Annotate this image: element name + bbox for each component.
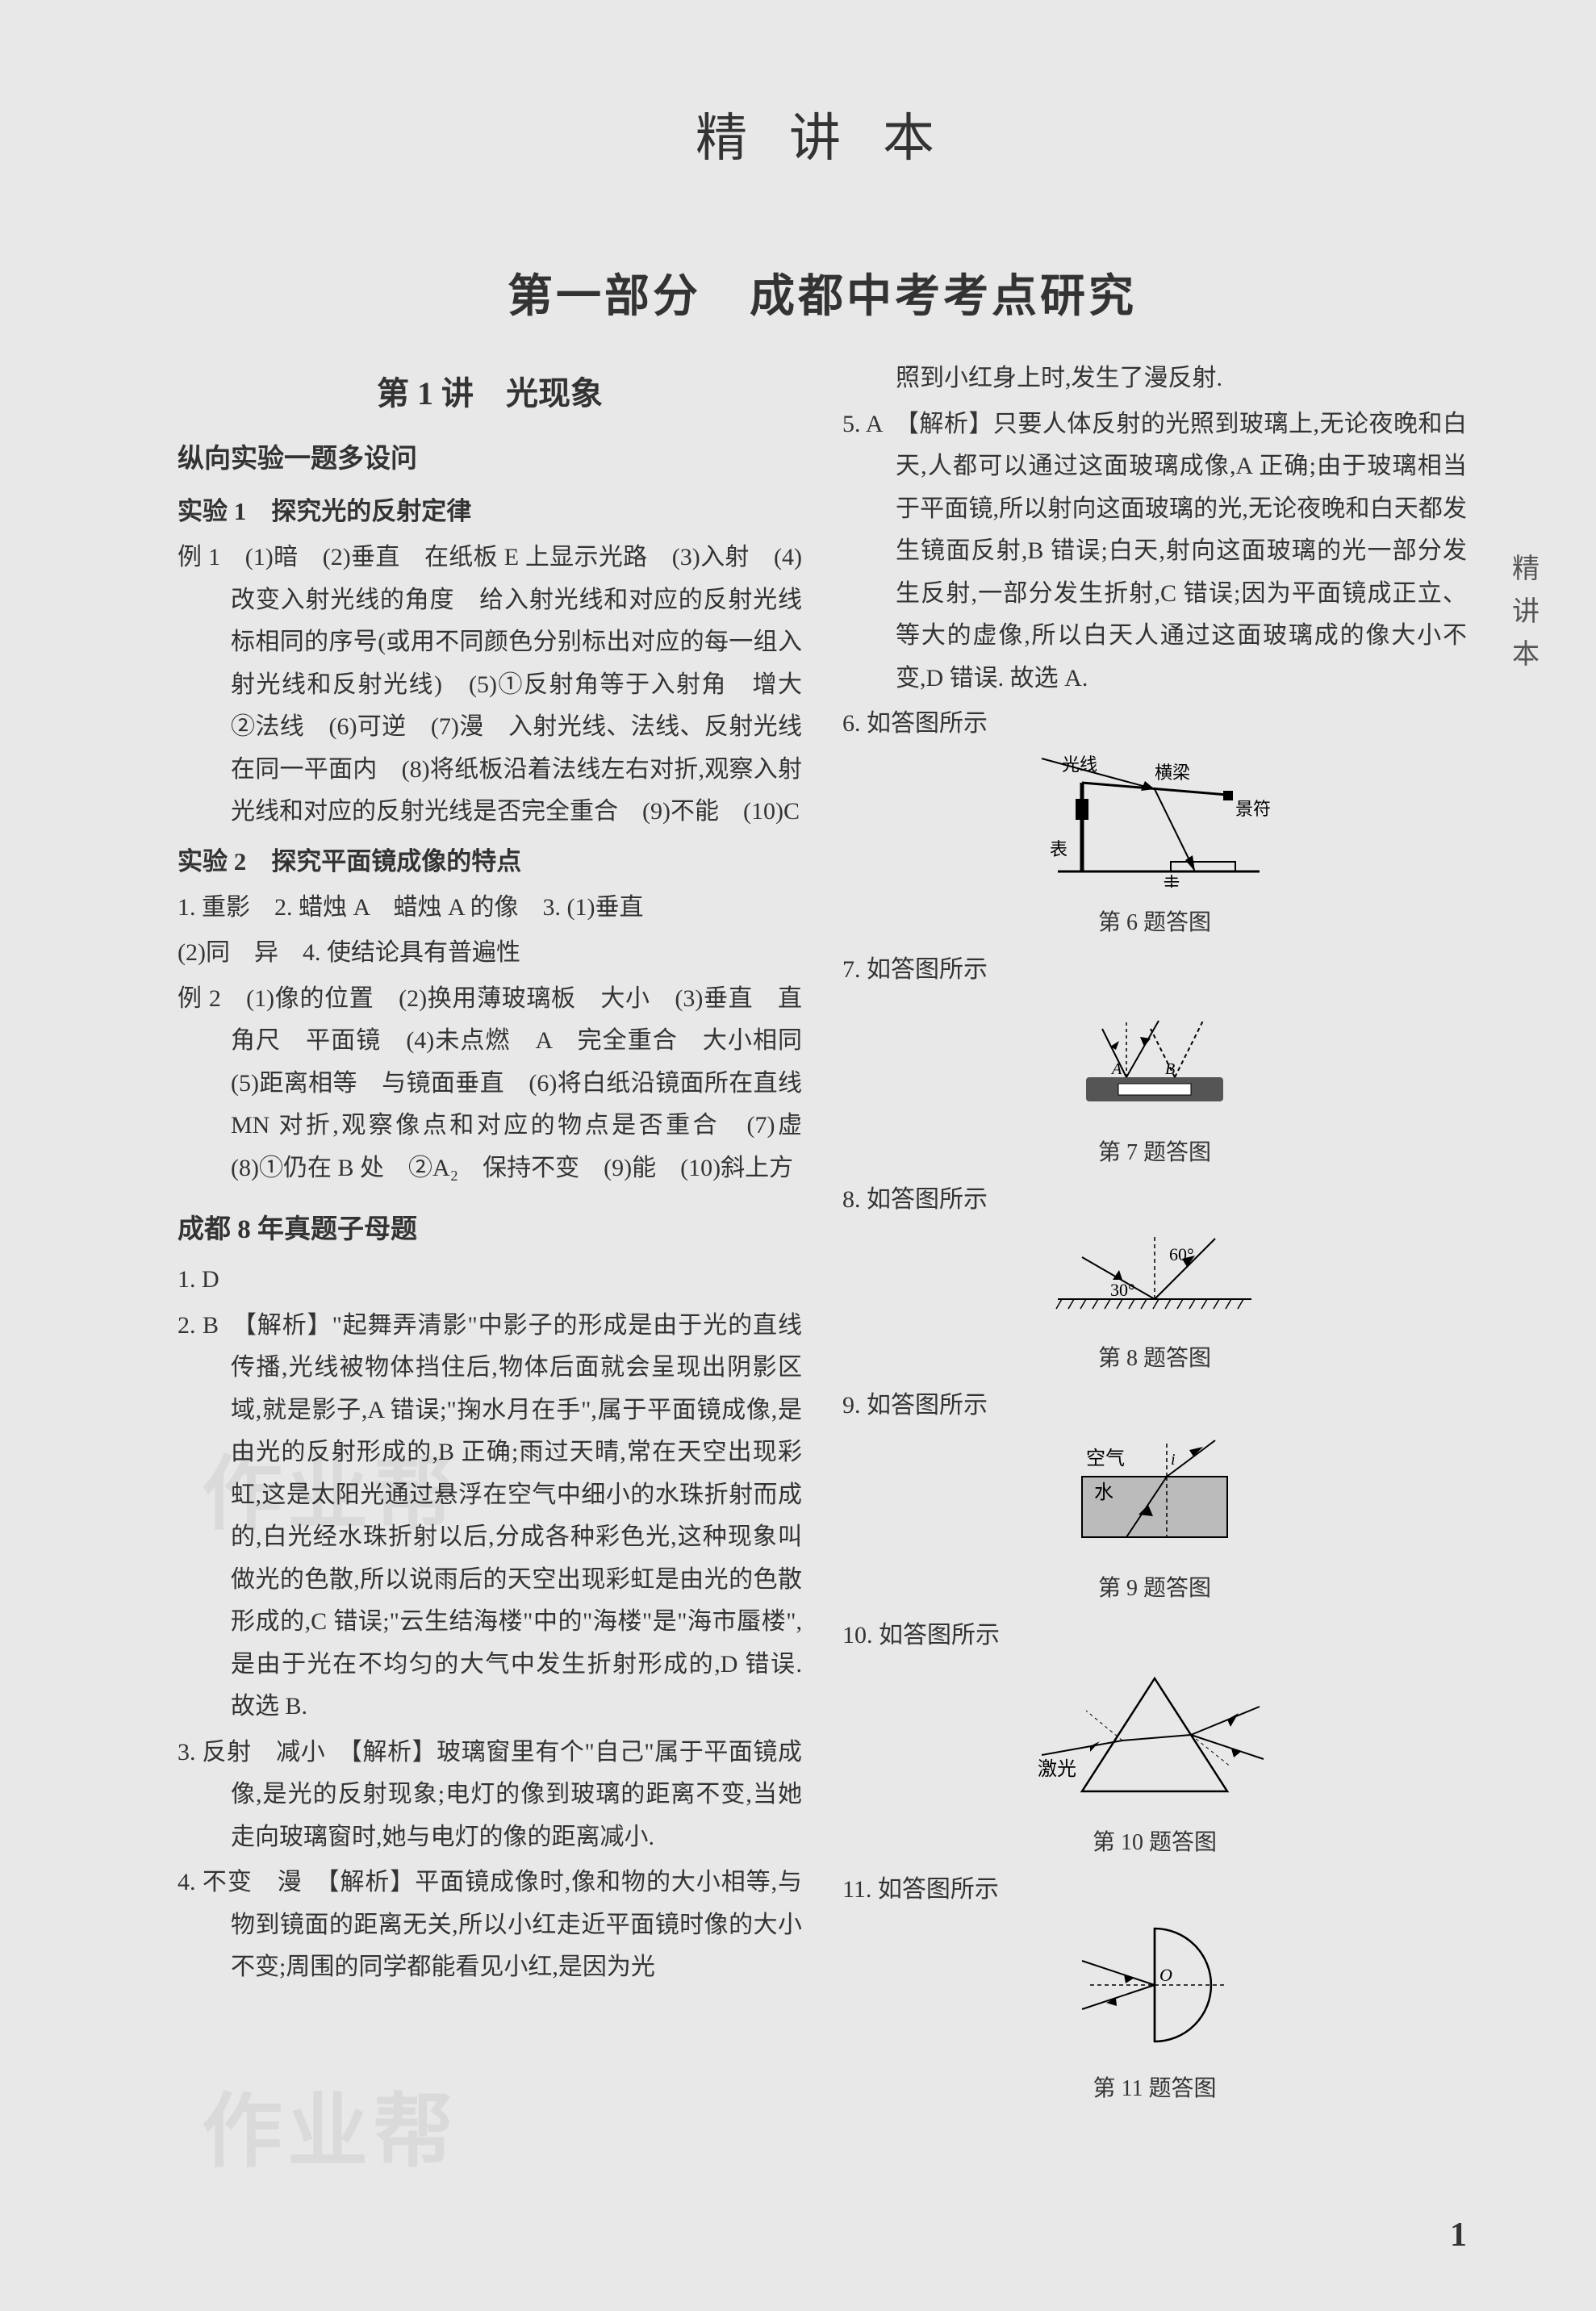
figure-6: 光线 横梁 景符 表 圭 第 6 题答图 bbox=[842, 750, 1467, 943]
page: 精 讲 本 第一部分 成都中考考点研究 第 1 讲 光现象 纵向实验一题多设问 … bbox=[0, 0, 1596, 2311]
side-tab-label: 精 讲 本 bbox=[1512, 549, 1540, 677]
left-column: 第 1 讲 光现象 纵向实验一题多设问 实验 1 探究光的反射定律 例 1 (1… bbox=[178, 357, 802, 2115]
side-char: 精 bbox=[1512, 549, 1540, 590]
experiment-2-head: 实验 2 探究平面镜成像的特点 bbox=[178, 840, 802, 884]
figure-10: 激光 第 10 题答图 bbox=[842, 1662, 1467, 1863]
experiment-1-head: 实验 1 探究光的反射定律 bbox=[178, 490, 802, 533]
lecture-title: 第 1 讲 光现象 bbox=[178, 366, 802, 422]
figure-9: 空气 水 i 第 9 题答图 bbox=[842, 1432, 1467, 1609]
fig11-svg: O bbox=[1066, 1916, 1243, 2054]
svg-text:激光: 激光 bbox=[1038, 1758, 1076, 1780]
fig11-caption: 第 11 题答图 bbox=[842, 2069, 1467, 2108]
q5: 5. A 【解析】只要人体反射的光照到玻璃上,无论夜晚和白天,人都可以通过这面玻… bbox=[842, 403, 1467, 700]
fig6-caption: 第 6 题答图 bbox=[842, 903, 1467, 942]
fig10-caption: 第 10 题答图 bbox=[842, 1823, 1467, 1862]
svg-text:30°: 30° bbox=[1110, 1280, 1135, 1300]
q9: 9. 如答图所示 bbox=[842, 1385, 1467, 1427]
fig8-caption: 第 8 题答图 bbox=[842, 1339, 1467, 1378]
svg-text:空气: 空气 bbox=[1086, 1448, 1125, 1469]
fig7-svg: A B bbox=[1062, 997, 1247, 1118]
figure-11: O 第 11 题答图 bbox=[842, 1916, 1467, 2109]
svg-text:60°: 60° bbox=[1169, 1244, 1194, 1264]
right-column: 照到小红身上时,发生了漫反射. 5. A 【解析】只要人体反射的光照到玻璃上,无… bbox=[842, 357, 1467, 2115]
fig9-caption: 第 9 题答图 bbox=[842, 1569, 1467, 1608]
figure-7: A B 第 7 题答图 bbox=[842, 997, 1467, 1173]
figure-8: 30° 60° 第 8 题答图 bbox=[842, 1227, 1467, 1379]
fig10-svg: 激光 bbox=[1034, 1662, 1276, 1807]
svg-text:光线: 光线 bbox=[1062, 754, 1097, 775]
exp2-line2: (2)同 异 4. 使结论具有普遍性 bbox=[178, 932, 802, 975]
svg-text:表: 表 bbox=[1050, 839, 1067, 859]
fig9-svg: 空气 水 i bbox=[1058, 1432, 1251, 1553]
content-columns: 第 1 讲 光现象 纵向实验一题多设问 实验 1 探究光的反射定律 例 1 (1… bbox=[178, 357, 1467, 2115]
section-head-pastpapers: 成都 8 年真题子母题 bbox=[178, 1207, 802, 1254]
page-number: 1 bbox=[1450, 2216, 1467, 2255]
fig7-caption: 第 7 题答图 bbox=[842, 1133, 1467, 1172]
q10: 10. 如答图所示 bbox=[842, 1615, 1467, 1657]
svg-text:B: B bbox=[1165, 1060, 1175, 1078]
svg-text:圭: 圭 bbox=[1163, 874, 1180, 888]
q6: 6. 如答图所示 bbox=[842, 703, 1467, 746]
example-1: 例 1 (1)暗 (2)垂直 在纸板 E 上显示光路 (3)入射 (4)改变入射… bbox=[178, 537, 802, 834]
q4: 4. 不变 漫 【解析】平面镜成像时,像和物的大小相等,与物到镜面的距离无关,所… bbox=[178, 1862, 802, 1989]
section-head-experiments: 纵向实验一题多设问 bbox=[178, 437, 802, 483]
side-char: 本 bbox=[1512, 634, 1540, 675]
example-2: 例 2 (1)像的位置 (2)换用薄玻璃板 大小 (3)垂直 直角尺 平面镜 (… bbox=[178, 978, 802, 1190]
fig6-svg: 光线 横梁 景符 表 圭 bbox=[1034, 750, 1276, 888]
q1: 1. D bbox=[178, 1259, 802, 1302]
part-title: 第一部分 成都中考考点研究 bbox=[178, 260, 1467, 325]
q2: 2. B 【解析】"起舞弄清影"中影子的形成是由于光的直线传播,光线被物体挡住后… bbox=[178, 1305, 802, 1728]
main-title: 精 讲 本 bbox=[178, 97, 1467, 171]
svg-text:O: O bbox=[1159, 1965, 1172, 1985]
fig8-svg: 30° 60° bbox=[1050, 1227, 1260, 1323]
q3: 3. 反射 减小 【解析】玻璃窗里有个"自己"属于平面镜成像,是光的反射现象;电… bbox=[178, 1732, 802, 1859]
svg-text:横梁: 横梁 bbox=[1155, 763, 1190, 783]
exp2-line1: 1. 重影 2. 蜡烛 A 蜡烛 A 的像 3. (1)垂直 bbox=[178, 887, 802, 930]
side-char: 讲 bbox=[1512, 591, 1540, 633]
svg-text:水: 水 bbox=[1094, 1481, 1113, 1503]
q4-continued: 照到小红身上时,发生了漫反射. bbox=[842, 357, 1467, 400]
svg-text:A: A bbox=[1110, 1060, 1122, 1078]
q8: 8. 如答图所示 bbox=[842, 1179, 1467, 1222]
q7: 7. 如答图所示 bbox=[842, 949, 1467, 992]
svg-text:i: i bbox=[1171, 1451, 1176, 1469]
q11: 11. 如答图所示 bbox=[842, 1869, 1467, 1912]
svg-text:景符: 景符 bbox=[1235, 799, 1271, 819]
